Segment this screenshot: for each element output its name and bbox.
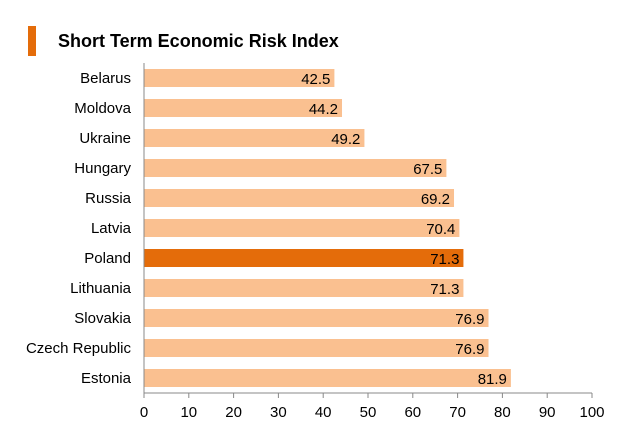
data-label: 76.9 (455, 311, 484, 328)
data-label: 69.2 (421, 191, 450, 208)
x-tick-label: 50 (360, 404, 377, 421)
category-label: Slovakia (74, 310, 131, 327)
category-label: Czech Republic (26, 340, 132, 357)
bar-moldova (144, 99, 343, 117)
chart-title: Short Term Economic Risk Index (58, 30, 339, 51)
data-label: 67.5 (413, 161, 442, 178)
x-tick-label: 30 (270, 404, 287, 421)
data-label: 71.3 (430, 281, 459, 298)
bar-ukraine (144, 129, 365, 147)
title-marker (28, 26, 36, 56)
data-label: 44.2 (309, 101, 338, 118)
x-tick-label: 70 (449, 404, 466, 421)
x-tick-label: 100 (579, 404, 604, 421)
bar-slovakia (144, 309, 489, 327)
category-label: Latvia (91, 220, 132, 237)
bar-estonia (144, 369, 511, 387)
x-tick-label: 90 (539, 404, 556, 421)
category-label: Estonia (81, 370, 132, 387)
data-label: 42.5 (301, 71, 330, 88)
bar-poland (144, 249, 464, 267)
category-label: Poland (84, 250, 131, 267)
x-tick-label: 40 (315, 404, 332, 421)
bar-czech-republic (144, 339, 489, 357)
data-label: 76.9 (455, 341, 484, 358)
data-label: 81.9 (478, 371, 507, 388)
x-tick-label: 10 (180, 404, 197, 421)
bar-lithuania (144, 279, 464, 297)
category-label: Moldova (74, 100, 131, 117)
data-label: 49.2 (331, 131, 360, 148)
bar-belarus (144, 69, 335, 87)
x-tick-label: 60 (404, 404, 421, 421)
category-label: Ukraine (79, 130, 131, 147)
x-tick-label: 0 (140, 404, 148, 421)
bar-hungary (144, 159, 447, 177)
category-label: Lithuania (70, 280, 132, 297)
bar-russia (144, 189, 455, 207)
x-tick-label: 20 (225, 404, 242, 421)
category-label: Hungary (74, 160, 131, 177)
category-label: Belarus (80, 70, 131, 87)
chart-title-block: Short Term Economic Risk Index (28, 26, 339, 56)
bar-latvia (144, 219, 460, 237)
x-tick-label: 80 (494, 404, 511, 421)
data-label: 70.4 (426, 221, 455, 238)
data-label: 71.3 (430, 251, 459, 268)
category-label: Russia (85, 190, 132, 207)
